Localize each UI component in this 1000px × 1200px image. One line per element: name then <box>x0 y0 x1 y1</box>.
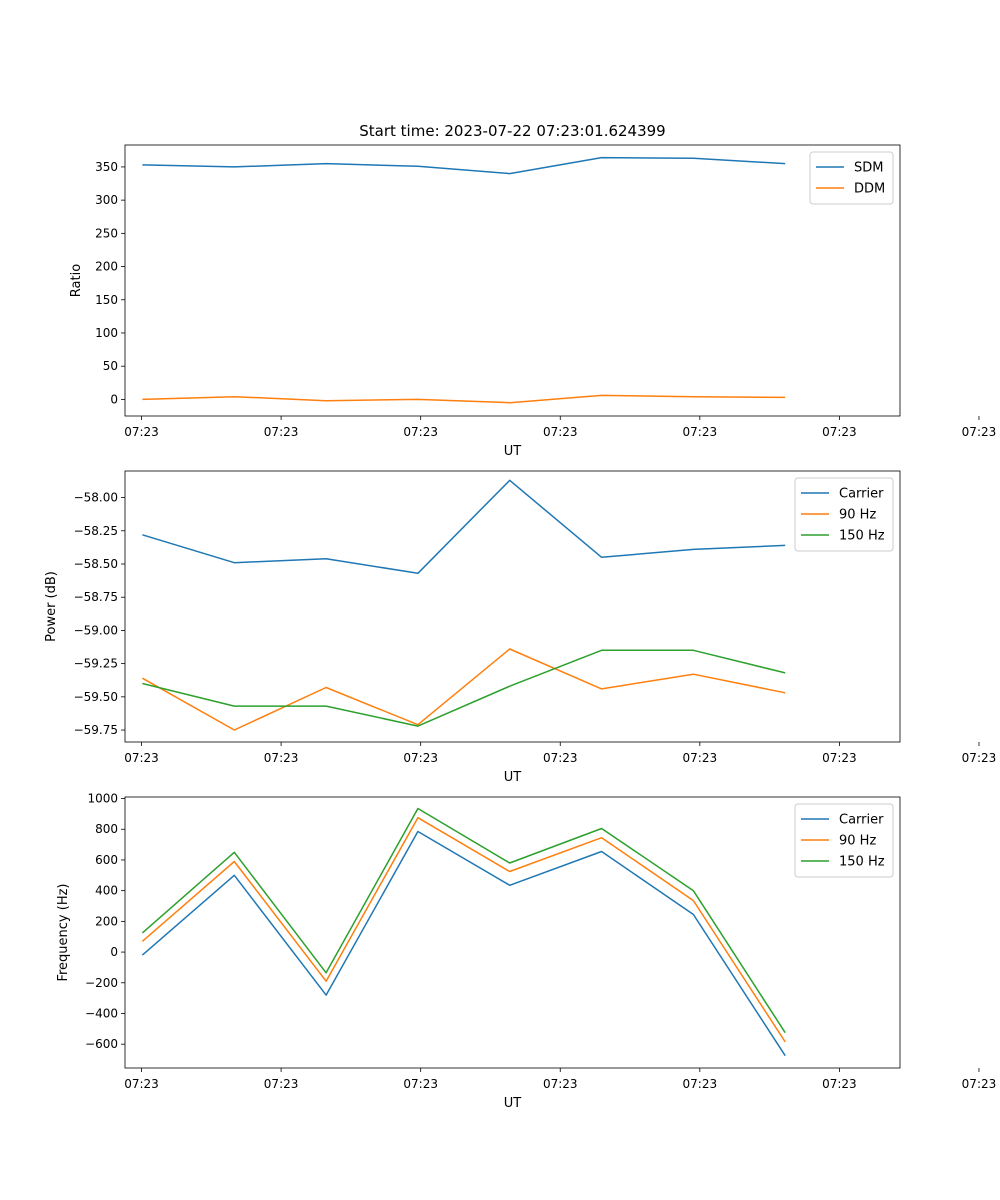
x-tick-label: 07:23 <box>264 1077 299 1091</box>
y-tick-label: −59.75 <box>74 723 118 737</box>
x-tick-label: 07:23 <box>822 751 857 765</box>
y-tick-label: 150 <box>95 293 118 307</box>
x-tick-label: 07:23 <box>124 1077 159 1091</box>
y-tick-label: 0 <box>110 945 118 959</box>
y-axis-label: Power (dB) <box>44 571 59 642</box>
y-tick-label: −400 <box>85 1006 118 1020</box>
y-tick-label: 250 <box>95 226 118 240</box>
x-tick-label: 07:23 <box>962 425 997 439</box>
x-tick-label: 07:23 <box>683 751 718 765</box>
y-tick-label: 200 <box>95 260 118 274</box>
legend-box <box>794 477 894 552</box>
axes-frame <box>124 470 901 743</box>
y-tick-label: −600 <box>85 1037 118 1051</box>
ratio-panel: 07:2307:2307:2307:2307:2307:2307:2307:24… <box>69 144 997 459</box>
legend-label: 90 Hz <box>839 834 876 849</box>
y-tick-label: 400 <box>95 884 118 898</box>
series-line-150-hz <box>142 649 786 727</box>
x-axis-label: UT <box>504 444 522 459</box>
y-tick-label: 300 <box>95 193 118 207</box>
series-line-ddm <box>142 394 786 404</box>
x-tick-label: 07:23 <box>962 1077 997 1091</box>
x-axis-label: UT <box>504 770 522 785</box>
y-tick-label: 0 <box>110 392 118 406</box>
y-tick-label: 200 <box>95 914 118 928</box>
y-tick-label: 1000 <box>87 792 118 806</box>
x-tick-label: 07:23 <box>543 425 578 439</box>
y-tick-label: −200 <box>85 976 118 990</box>
y-tick-label: −58.50 <box>74 557 118 571</box>
legend-label: DDM <box>854 182 885 197</box>
x-tick-label: 07:23 <box>822 1077 857 1091</box>
y-tick-label: 50 <box>103 359 118 373</box>
y-tick-label: −59.00 <box>74 623 118 637</box>
axes-frame <box>124 796 901 1069</box>
legend: Carrier 90 Hz 150 Hz <box>794 803 894 878</box>
x-tick-label: 07:23 <box>543 751 578 765</box>
x-tick-label: 07:23 <box>124 751 159 765</box>
series-line-90-hz <box>142 648 786 731</box>
y-tick-label: 100 <box>95 326 118 340</box>
x-tick-label: 07:23 <box>683 1077 718 1091</box>
legend-label: 90 Hz <box>839 508 876 523</box>
y-tick-label: 350 <box>95 160 118 174</box>
y-tick-label: −58.25 <box>74 524 118 538</box>
series-line-carrier <box>141 830 786 1057</box>
y-tick-label: −59.25 <box>74 657 118 671</box>
y-axis-label: Ratio <box>69 264 84 297</box>
x-tick-label: 07:23 <box>403 425 438 439</box>
x-tick-label: 07:23 <box>543 1077 578 1091</box>
legend-label: 150 Hz <box>839 855 885 870</box>
legend-label: SDM <box>854 161 883 176</box>
x-tick-label: 07:23 <box>822 425 857 439</box>
series-line-90-hz <box>141 816 786 1043</box>
series-line-sdm <box>142 156 786 175</box>
series-line-150-hz <box>141 807 786 1034</box>
legend-label: Carrier <box>839 813 884 828</box>
series-line-carrier <box>142 479 786 575</box>
y-tick-label: −58.00 <box>74 491 118 505</box>
x-axis-label: UT <box>504 1096 522 1111</box>
figure-title: Start time: 2023-07-22 07:23:01.624399 <box>359 122 665 140</box>
y-tick-label: 800 <box>95 822 118 836</box>
x-tick-label: 07:23 <box>403 751 438 765</box>
legend-box <box>809 151 894 205</box>
x-tick-label: 07:23 <box>962 751 997 765</box>
x-tick-label: 07:23 <box>403 1077 438 1091</box>
y-axis-label: Frequency (Hz) <box>56 883 71 981</box>
axes-frame <box>124 144 901 417</box>
frequency-panel: 07:2307:2307:2307:2307:2307:2307:2307:24… <box>56 792 997 1111</box>
x-tick-label: 07:23 <box>683 425 718 439</box>
legend-label: 150 Hz <box>839 529 885 544</box>
y-tick-label: 600 <box>95 853 118 867</box>
x-tick-label: 07:23 <box>264 425 299 439</box>
legend: SDM DDM <box>809 151 894 205</box>
x-tick-label: 07:23 <box>124 425 159 439</box>
legend-label: Carrier <box>839 487 884 502</box>
legend: Carrier 90 Hz 150 Hz <box>794 477 894 552</box>
x-tick-label: 07:23 <box>264 751 299 765</box>
power-panel: 07:2307:2307:2307:2307:2307:2307:2307:24… <box>44 470 997 785</box>
y-tick-label: −58.75 <box>74 590 118 604</box>
legend-box <box>794 803 894 878</box>
y-tick-label: −59.50 <box>74 690 118 704</box>
